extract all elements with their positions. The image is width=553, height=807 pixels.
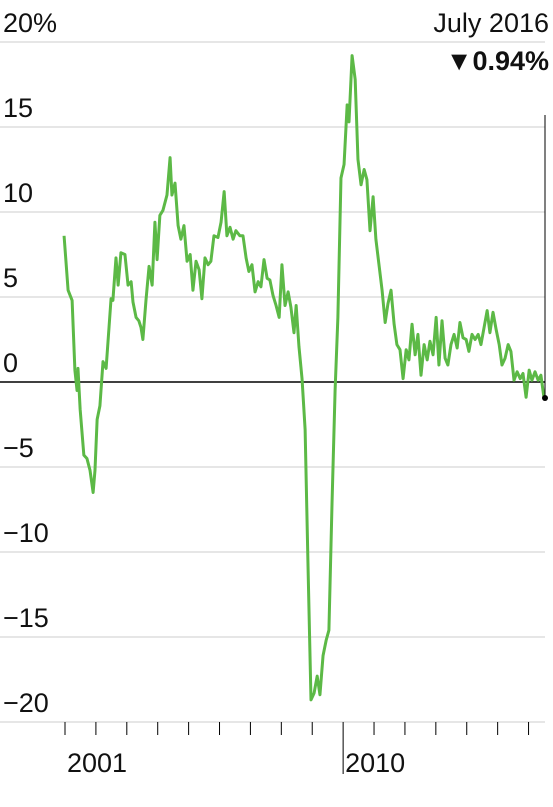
y-tick-label: −15: [3, 603, 49, 633]
y-tick-label: 10: [3, 178, 33, 208]
x-tick-label: 2001: [67, 748, 127, 778]
y-tick-label: −10: [3, 518, 49, 548]
x-tick-label: 2010: [345, 748, 405, 778]
y-tick-label: −5: [3, 433, 34, 463]
y-tick-label: 20%: [3, 8, 57, 38]
end-point: [542, 394, 548, 401]
y-tick-label: 5: [3, 263, 18, 293]
y-tick-label: 0: [3, 348, 18, 378]
annotation-date: July 2016: [433, 8, 549, 38]
y-tick-label: −20: [3, 688, 49, 718]
y-tick-label: 15: [3, 93, 33, 123]
data-line: [62, 54, 546, 702]
annotation-value: ▼0.94%: [446, 46, 549, 76]
